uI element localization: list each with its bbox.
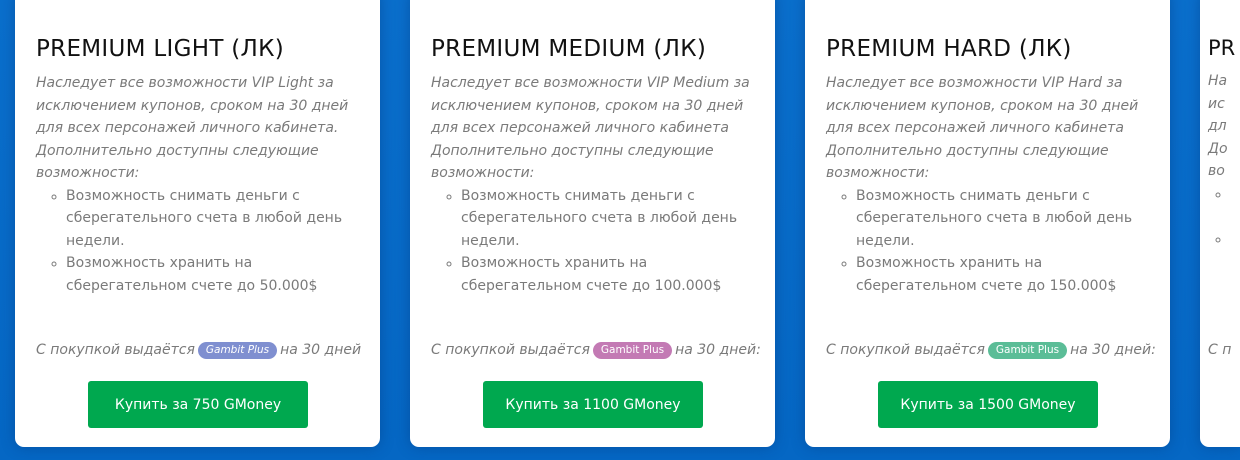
feature-item: Возможность хранить на сберегательном сч…	[461, 252, 761, 297]
feature-list: Возможность снимать деньги с сберегатель…	[431, 185, 761, 298]
plan-description-line: дл	[1208, 118, 1227, 134]
plan-description: Наследует все возможности VIP Medium за …	[431, 75, 750, 181]
gambit-plus-badge: Gambit Plus	[197, 342, 278, 359]
bonus-note-prefix: С покупкой выдаётся	[36, 342, 195, 358]
plan-description-line: До	[1208, 140, 1228, 157]
feature-list: Возможность снимать деньги с сберегатель…	[826, 185, 1156, 298]
feature-item: Возможность снимать деньги с сберегатель…	[461, 185, 761, 253]
plan-card: PR На ис дл До во С п	[1200, 0, 1240, 447]
plan-description-line: ис	[1208, 95, 1225, 112]
bonus-note-prefix: С п	[1208, 342, 1232, 358]
plan-description-line: На	[1208, 73, 1228, 89]
buy-button[interactable]: Купить за 1100 GMoney	[483, 381, 703, 428]
feature-item: Возможность хранить на сберегательном сч…	[66, 252, 366, 297]
bonus-note: С п	[1208, 342, 1231, 358]
feature-item: Возможность хранить на сберегательном сч…	[856, 252, 1156, 297]
bonus-note-suffix: на 30 дней	[280, 342, 362, 358]
plan-card: PREMIUM MEDIUM (ЛК) Наследует все возможн…	[410, 0, 775, 447]
gambit-plus-badge: Gambit Plus	[987, 342, 1068, 359]
feature-item: Возможность снимать деньги с сберегатель…	[66, 185, 366, 253]
plan-title: PREMIUM LIGHT (ЛК)	[36, 36, 285, 62]
buy-button[interactable]: Купить за 750 GMoney	[88, 381, 308, 428]
gambit-plus-badge: Gambit Plus	[592, 342, 673, 359]
bonus-note-prefix: С покупкой выдаётся	[826, 342, 985, 358]
plan-title: PREMIUM HARD (ЛК)	[826, 36, 1072, 62]
plan-card: PREMIUM LIGHT (ЛК) Наследует все возможно…	[15, 0, 380, 447]
plan-title: PR	[1208, 36, 1236, 60]
buy-button[interactable]: Купить за 1500 GMoney	[878, 381, 1098, 428]
feature-item	[1230, 183, 1240, 228]
plan-title: PREMIUM MEDIUM (ЛК)	[431, 36, 707, 62]
plan-description-line: во	[1208, 163, 1225, 179]
bonus-note-prefix: С покупкой выдаётся	[431, 342, 590, 358]
bonus-note: С покупкой выдаётся Gambit Plus на 30 дней	[36, 342, 361, 359]
plan-description: Наследует все возможности VIP Light за и…	[36, 75, 349, 181]
feature-item: Возможность снимать деньги с сберегатель…	[856, 185, 1156, 253]
plan-description: Наследует все возможности VIP Hard за ис…	[826, 75, 1139, 181]
feature-item	[1230, 228, 1240, 273]
bonus-note: С покупкой выдаётся Gambit Plus на 30 дней…	[826, 342, 1156, 359]
bonus-note-suffix: на 30 дней:	[675, 342, 761, 358]
plan-description: На ис дл До во	[1208, 70, 1240, 183]
bonus-note-suffix: на 30 дней:	[1070, 342, 1156, 358]
feature-list: Возможность снимать деньги с сберегатель…	[36, 185, 366, 298]
feature-list	[1208, 183, 1240, 273]
bonus-note: С покупкой выдаётся Gambit Plus на 30 дней…	[431, 342, 761, 359]
plan-card: PREMIUM HARD (ЛК) Наследует все возможнос…	[805, 0, 1170, 447]
